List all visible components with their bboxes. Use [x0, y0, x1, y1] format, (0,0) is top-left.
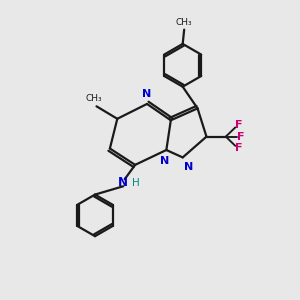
Text: CH₃: CH₃ — [86, 94, 102, 103]
Text: N: N — [118, 176, 128, 189]
Text: N: N — [142, 89, 152, 100]
Text: F: F — [237, 132, 244, 142]
Text: N: N — [160, 156, 170, 166]
Text: H: H — [132, 178, 140, 188]
Text: F: F — [235, 120, 242, 130]
Text: N: N — [184, 162, 193, 172]
Text: F: F — [235, 143, 242, 153]
Text: CH₃: CH₃ — [176, 18, 193, 27]
